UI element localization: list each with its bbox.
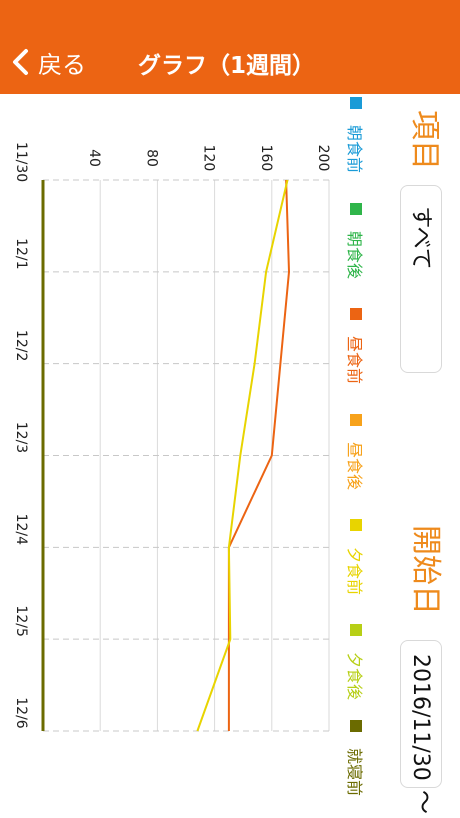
value-tick-label: 80 [143, 149, 159, 167]
legend-swatch [350, 97, 362, 109]
legend-item-2: 昼食前 [340, 308, 380, 388]
legend-item-1: 朝食後 [340, 203, 380, 283]
category-tick-label: 12/2 [13, 330, 29, 361]
legend-swatch [350, 414, 362, 426]
category-tick-label: 12/4 [13, 514, 29, 546]
legend-swatch [350, 519, 362, 531]
nav-bar: 戻る グラフ（1週間） [0, 0, 460, 94]
value-tick-label: 200 [315, 145, 331, 172]
value-tick-label: 40 [86, 149, 102, 167]
category-tick-label: 12/1 [13, 238, 29, 269]
category-tick-label: 12/6 [13, 697, 29, 729]
legend-item-5: 夕食後 [340, 624, 380, 704]
legend-item-0: 朝食前 [340, 97, 380, 177]
back-button[interactable]: 戻る [8, 44, 86, 80]
category-tick-label: 12/5 [13, 605, 29, 636]
legend-item-6: 就寝前 [340, 720, 380, 800]
category-tick-label: 11/30 [13, 142, 29, 182]
series-line [227, 179, 291, 731]
legend-swatch [350, 624, 362, 636]
chevron-left-icon [13, 49, 28, 75]
legend-swatch [350, 720, 362, 732]
series-line [196, 179, 289, 732]
legend-item-3: 昼食後 [340, 414, 380, 494]
back-label: 戻る [38, 50, 86, 79]
legend-item-4: 夕食前 [340, 519, 380, 599]
page-title: グラフ（1週間） [138, 53, 316, 79]
category-tick-label: 12/3 [13, 422, 29, 453]
legend-swatch [350, 203, 362, 215]
item-select[interactable] [400, 185, 442, 373]
value-tick-label: 160 [258, 145, 274, 172]
start-date-input[interactable] [400, 640, 442, 788]
value-tick-label: 120 [201, 145, 217, 172]
legend-swatch [350, 308, 362, 320]
